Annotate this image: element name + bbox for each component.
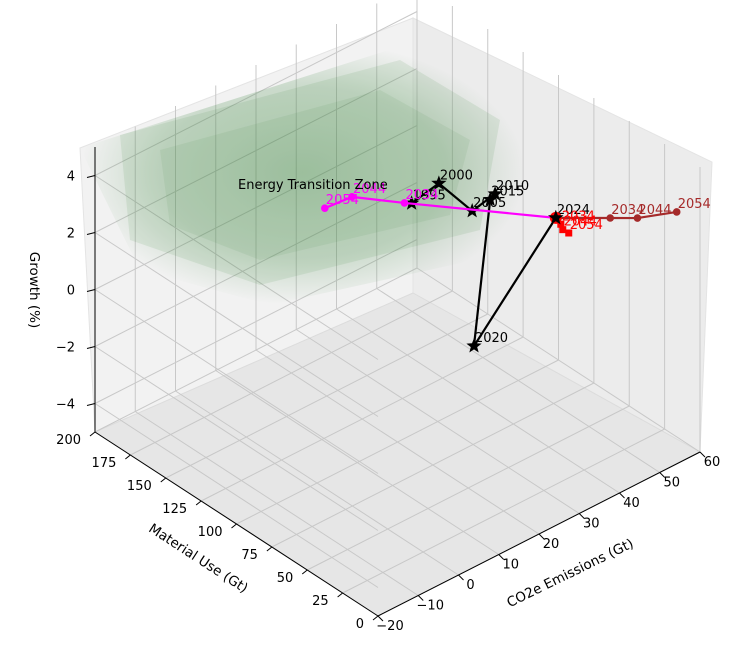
- y-tick-mark: [160, 477, 167, 483]
- x-tick-label: 50: [663, 476, 680, 491]
- grid-line-y: [165, 313, 488, 479]
- z-tick-label: 4: [67, 170, 75, 185]
- y-tick-label: 125: [162, 502, 187, 517]
- x-tick-mark: [699, 451, 706, 458]
- x-tick-label: 0: [466, 578, 474, 593]
- point-label: 2054: [326, 193, 359, 208]
- y-tick-label: 25: [312, 594, 329, 609]
- data-point-square: [557, 220, 565, 228]
- data-point-circle: [400, 199, 409, 207]
- z-tick-mark: [86, 289, 96, 292]
- point-label: 2034: [405, 188, 438, 203]
- data-point-circle: [321, 204, 329, 212]
- y-tick-mark: [266, 546, 273, 552]
- point-label: 2024: [557, 203, 590, 218]
- x-tick-label: 40: [623, 496, 640, 511]
- x-tick-mark: [538, 533, 545, 540]
- y-tick-label: 150: [127, 479, 152, 494]
- data-point-star: [404, 195, 420, 210]
- grid-line-y: [307, 405, 630, 571]
- z-tick-mark: [86, 346, 96, 349]
- data-point-circle: [606, 214, 615, 222]
- z-tick-label: 0: [67, 284, 75, 299]
- data-point-star: [466, 338, 482, 353]
- zone-label: Energy Transition Zone: [238, 178, 388, 193]
- grid-line-y: [236, 359, 559, 525]
- x-tick-mark: [659, 472, 666, 478]
- y-tick-mark: [372, 615, 379, 621]
- series-line: [324, 195, 556, 219]
- z-tick-label: −2: [56, 341, 75, 356]
- x-tick-mark: [458, 574, 464, 581]
- series-line: [555, 210, 677, 220]
- y-tick-mark: [89, 431, 96, 437]
- point-label: 2020: [475, 331, 508, 346]
- data-point-star: [431, 175, 447, 190]
- point-label: 2005: [473, 196, 506, 211]
- data-point-star: [487, 186, 503, 201]
- point-label: 2054: [570, 218, 603, 233]
- x-tick-label: 60: [704, 455, 721, 470]
- point-label: 2034: [562, 209, 595, 224]
- point-label: 1995: [413, 188, 446, 203]
- y-tick-label: 75: [241, 548, 258, 563]
- grid-line-y: [271, 382, 595, 548]
- point-label: 2044: [353, 182, 386, 197]
- point-label: 2034: [611, 203, 644, 218]
- z-axis-label: Growth (%): [26, 252, 42, 329]
- y-tick-mark: [231, 523, 237, 529]
- y-tick-mark: [195, 500, 202, 506]
- series-layer: 1995200020052010201520202024203420442054…: [321, 168, 711, 353]
- grid-line-y: [130, 290, 453, 456]
- x-tick-label: −10: [417, 599, 444, 614]
- data-point-circle: [672, 208, 681, 216]
- y-tick-label: 0: [356, 617, 364, 632]
- energy-transition-zone: [80, 40, 525, 305]
- x-tick-label: 30: [583, 517, 600, 532]
- y-tick-label: 100: [198, 525, 223, 540]
- x-tick-mark: [417, 595, 424, 601]
- data-point-star: [482, 191, 498, 207]
- grid-line-z: [94, 289, 379, 474]
- x-tick-label: 10: [502, 558, 519, 573]
- grid-line-y: [94, 267, 418, 433]
- z-tick-mark: [86, 403, 96, 406]
- point-label: 2044: [564, 215, 597, 230]
- y-tick-mark: [125, 454, 131, 460]
- grid-line-y: [342, 428, 665, 594]
- x-tick-label: 20: [543, 537, 560, 552]
- x-tick-mark: [377, 615, 384, 622]
- data-point-square: [565, 229, 573, 237]
- point-label: 2044: [638, 203, 671, 218]
- z-tick-mark: [86, 175, 96, 178]
- data-point-square: [559, 226, 567, 234]
- grid-line-y: [200, 336, 524, 502]
- x-axis-label: CO2e Emissions (Gt): [504, 536, 636, 611]
- data-point-star: [548, 209, 564, 225]
- z-tick-mark: [86, 232, 96, 235]
- y-tick-mark: [337, 592, 343, 598]
- x-tick-mark: [578, 513, 585, 519]
- axes: −20−100102030405060025507510012515017520…: [56, 147, 720, 634]
- grid-line-z: [94, 403, 379, 588]
- point-label: 2010: [496, 179, 529, 194]
- grid-line-z: [94, 346, 379, 531]
- y-tick-label: 175: [92, 456, 117, 471]
- z-tick-label: −4: [56, 398, 75, 413]
- data-point-circle: [348, 193, 356, 201]
- point-label: 2054: [678, 197, 711, 212]
- y-tick-label: 50: [277, 571, 294, 586]
- x-tick-mark: [619, 492, 625, 499]
- data-point-circle: [633, 214, 642, 222]
- x-tick-label: −20: [376, 619, 403, 634]
- x-tick-mark: [498, 554, 505, 560]
- z-tick-label: 2: [67, 227, 75, 242]
- y-tick-mark: [301, 569, 308, 575]
- point-label: 2015: [491, 185, 524, 200]
- y-tick-label: 200: [56, 433, 81, 448]
- point-label: 2000: [440, 168, 473, 183]
